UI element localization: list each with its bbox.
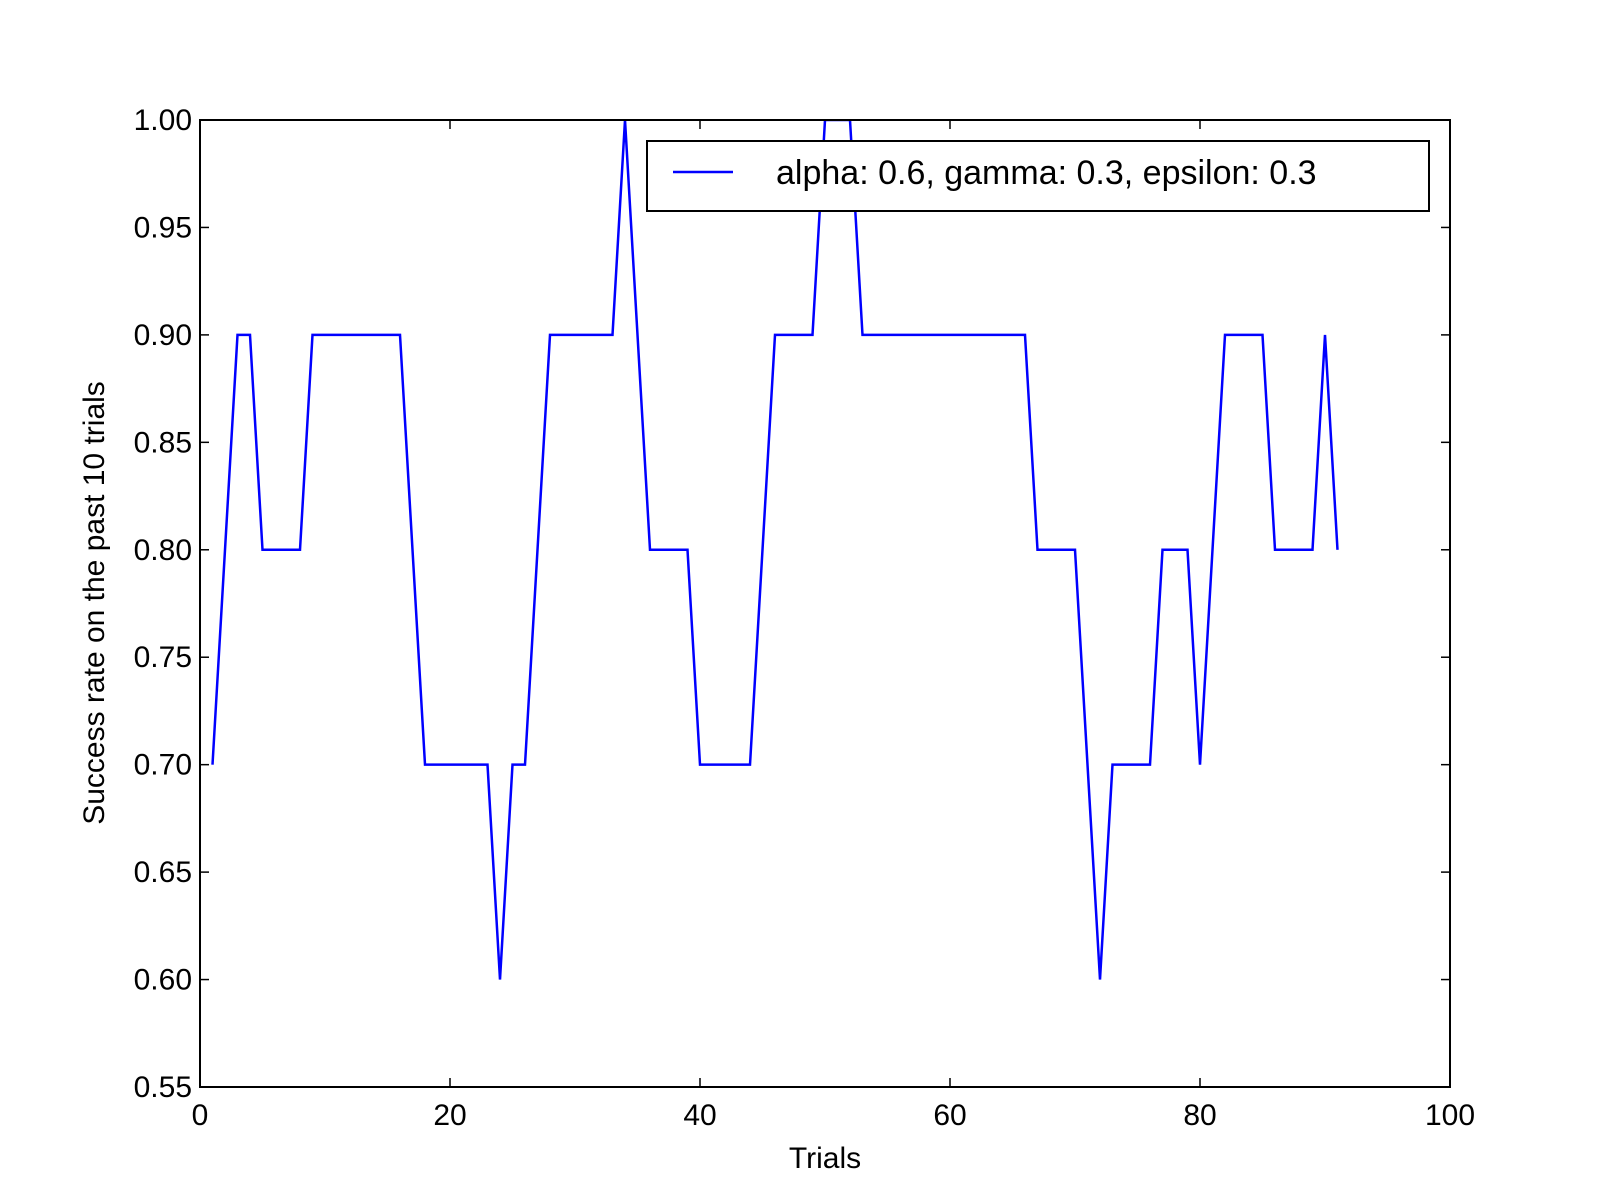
legend-box (646, 140, 1430, 212)
x-tick-label: 40 (683, 1099, 716, 1132)
y-tick-label: 1.00 (134, 104, 192, 137)
x-tick-label: 20 (433, 1099, 466, 1132)
series-layer (211, 120, 1339, 980)
y-tick-label: 0.60 (134, 964, 192, 997)
y-axis-label: Success rate on the past 10 trials (78, 381, 111, 825)
x-tick-label: 60 (933, 1099, 966, 1132)
y-tick-label: 0.85 (134, 426, 192, 459)
legend-entry-label: alpha: 0.6, gamma: 0.3, epsilon: 0.3 (776, 154, 1317, 192)
legend: alpha: 0.6, gamma: 0.3, epsilon: 0.3 (646, 140, 1430, 212)
y-tick-label: 0.55 (134, 1071, 192, 1104)
y-tick-label: 0.75 (134, 641, 192, 674)
x-tick-label: 80 (1183, 1099, 1216, 1132)
plot-area (200, 120, 1450, 1087)
x-tick-label: 100 (1425, 1099, 1475, 1132)
y-tick-label: 0.65 (134, 856, 192, 889)
axis-tick-labels: 0 20 40 60 80 100 0.55 0.60 0.65 0.70 0.75 0.80 0.85… (134, 104, 1475, 1132)
y-tick-label: 0.95 (134, 211, 192, 244)
y-tick-label: 0.80 (134, 534, 192, 567)
x-axis-label: Trials (789, 1142, 861, 1175)
y-tick-label: 0.70 (134, 749, 192, 782)
x-tick-label: 0 (192, 1099, 209, 1132)
plot-frame (199, 119, 1451, 1088)
y-tick-label: 0.90 (134, 319, 192, 352)
series-line (211, 120, 1339, 980)
